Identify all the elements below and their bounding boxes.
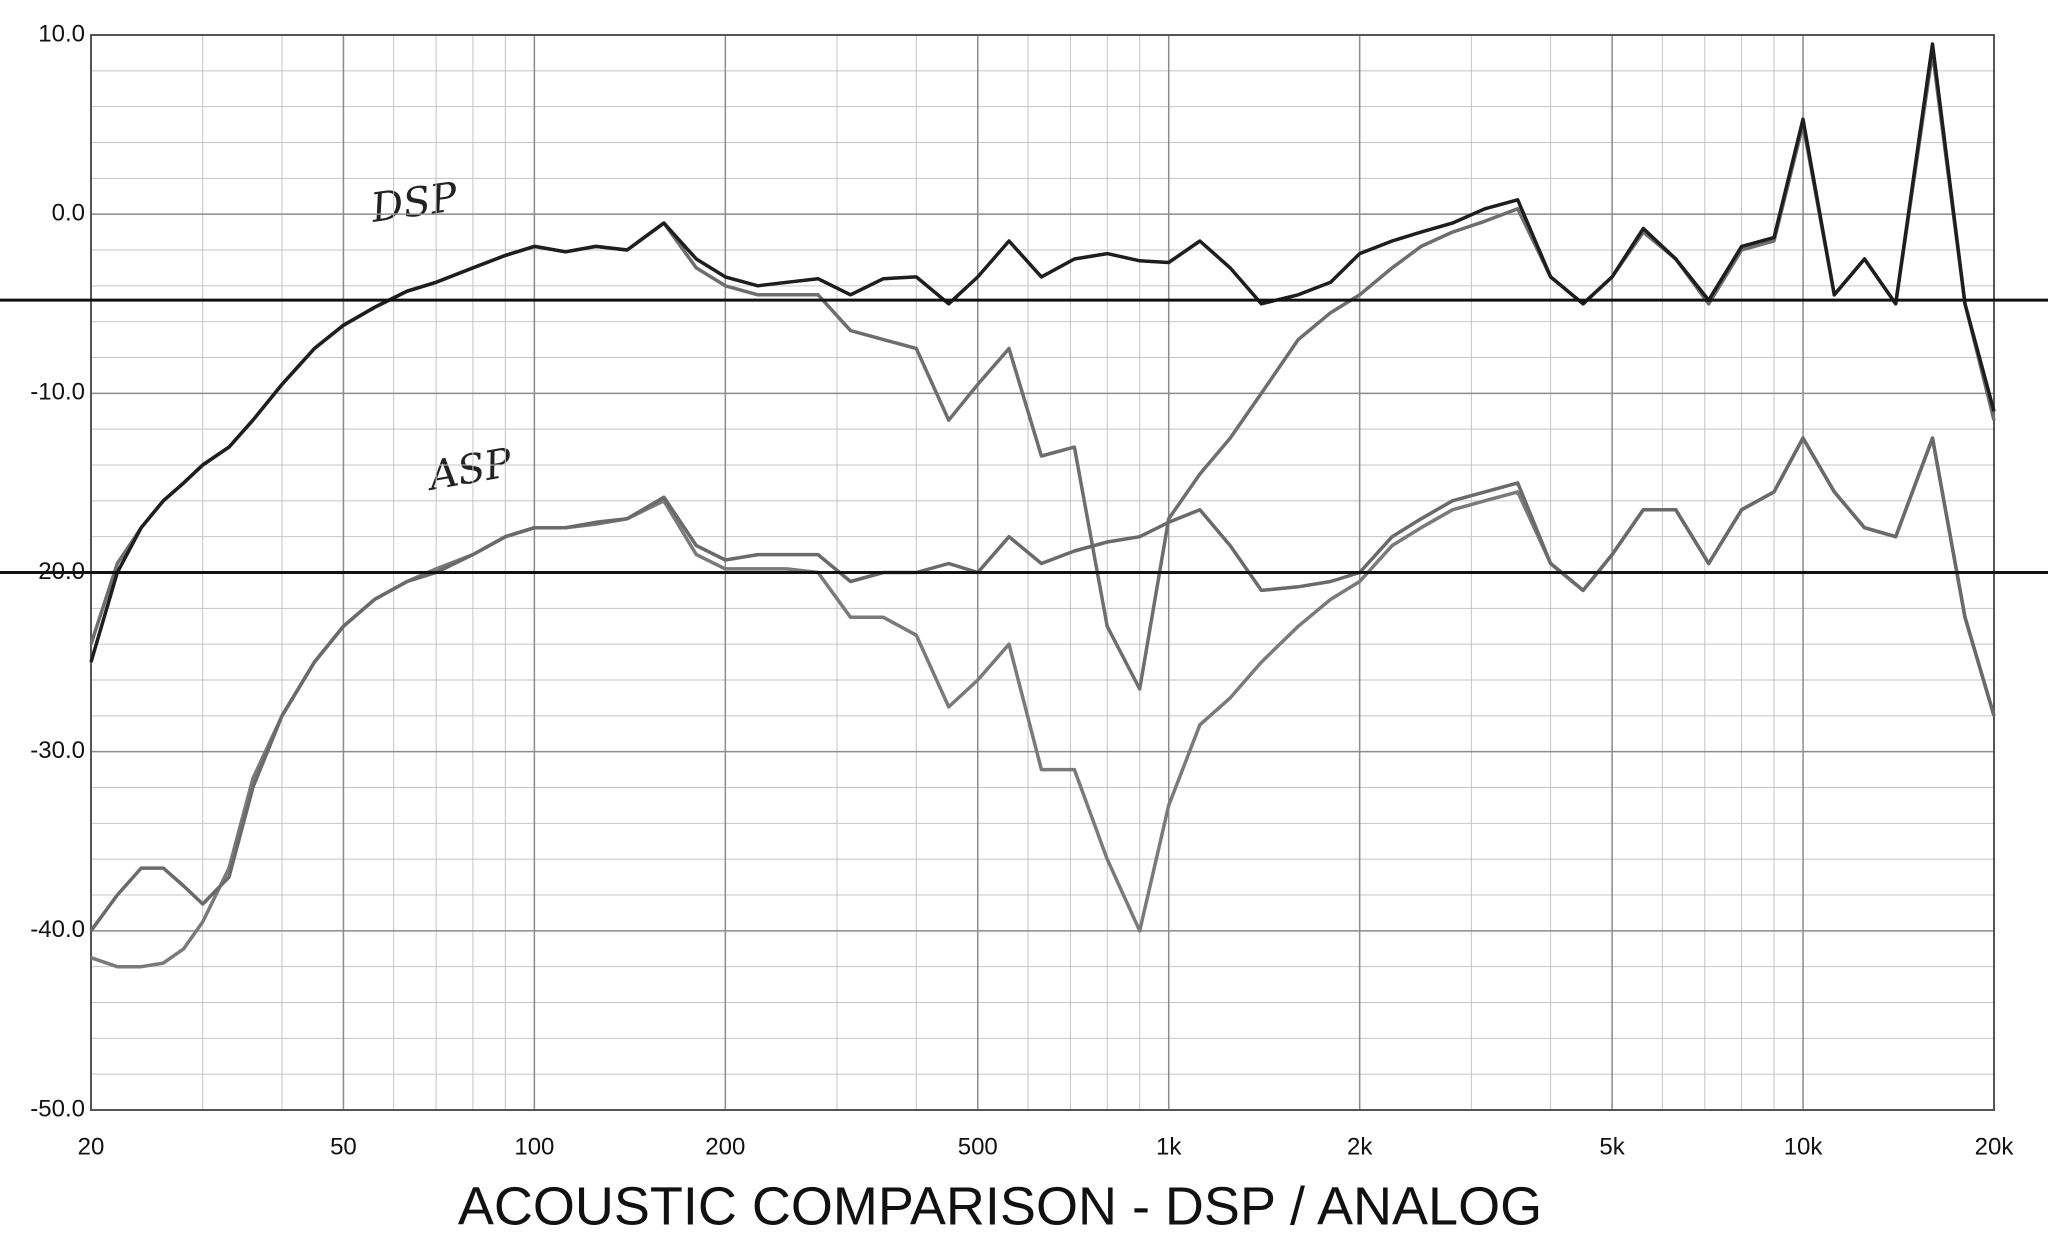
x-tick-label: 2k: [1347, 1133, 1373, 1160]
y-tick-label: 0.0: [52, 200, 85, 227]
series-line: [89, 42, 1996, 663]
y-tick-label: 10.0: [38, 20, 85, 47]
y-tick-label: -50.0: [30, 1095, 85, 1122]
x-tick-label: 20: [78, 1133, 105, 1160]
series-line: [89, 436, 1996, 932]
x-tick-label: 20k: [1975, 1133, 2015, 1160]
y-tick-label: -40.0: [30, 916, 85, 943]
x-tick-label: 1k: [1156, 1133, 1182, 1160]
x-tick-label: 100: [514, 1133, 554, 1160]
chart-title: ACOUSTIC COMPARISON - DSP / ANALOG: [458, 1176, 1542, 1236]
x-tick-label: 50: [330, 1133, 357, 1160]
x-tick-label: 10k: [1784, 1133, 1824, 1160]
x-tick-label: 5k: [1599, 1133, 1625, 1160]
y-tick-label: -10.0: [30, 379, 85, 406]
x-tick-label: 200: [705, 1133, 745, 1160]
x-tick-label: 500: [958, 1133, 998, 1160]
y-tick-label: -30.0: [30, 737, 85, 764]
